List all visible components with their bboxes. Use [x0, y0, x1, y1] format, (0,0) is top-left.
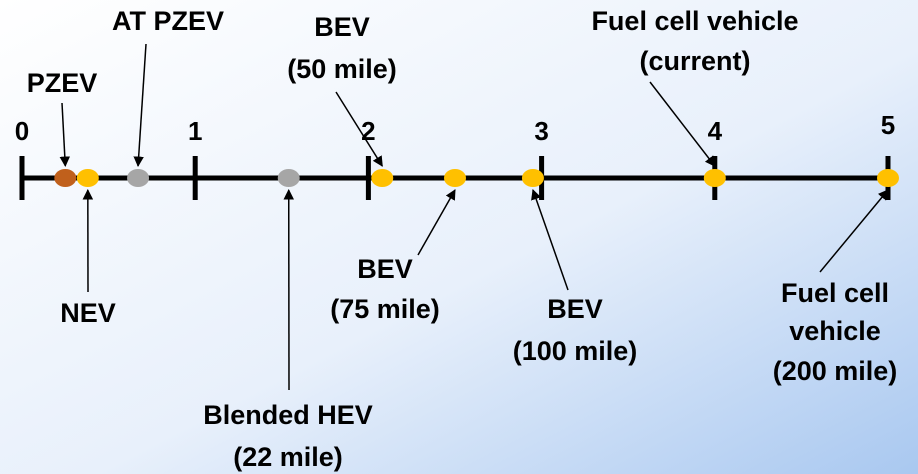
point-label: AT PZEV	[112, 6, 224, 36]
point	[877, 169, 899, 187]
arrow	[417, 189, 456, 256]
point-label: (50 mile)	[287, 54, 397, 84]
point	[703, 169, 726, 187]
point	[444, 169, 466, 187]
tick-label: 0	[15, 116, 29, 146]
point-label: NEV	[60, 298, 116, 328]
tick-label: 3	[534, 116, 548, 146]
point-label: BEV	[314, 12, 370, 42]
arrow	[531, 189, 569, 291]
point-label: BEV	[357, 254, 413, 284]
point-label: vehicle	[789, 316, 881, 346]
point-label: BEV	[547, 294, 603, 324]
tick-label: 5	[881, 110, 895, 140]
tick-label: 1	[188, 116, 202, 146]
tick-label: 4	[708, 116, 723, 146]
point-label: (current)	[639, 46, 750, 76]
arrow	[59, 102, 71, 168]
point	[277, 169, 300, 187]
arrow	[133, 43, 147, 168]
arrow	[649, 81, 716, 167]
point	[371, 169, 394, 187]
point-label: Fuel cell	[781, 278, 889, 308]
arrow	[819, 189, 889, 273]
point-label: (75 mile)	[330, 294, 440, 324]
point-label: (22 mile)	[233, 442, 343, 472]
tick-label: 2	[361, 116, 375, 146]
point-label: (200 mile)	[773, 356, 898, 386]
point-label: Fuel cell vehicle	[591, 6, 798, 36]
point-label: PZEV	[27, 68, 98, 98]
point	[127, 169, 150, 187]
point	[54, 169, 77, 187]
point-label: Blended HEV	[203, 400, 373, 430]
point	[76, 169, 99, 187]
point	[521, 169, 544, 187]
arrow	[335, 91, 383, 167]
point-label: (100 mile)	[513, 336, 638, 366]
